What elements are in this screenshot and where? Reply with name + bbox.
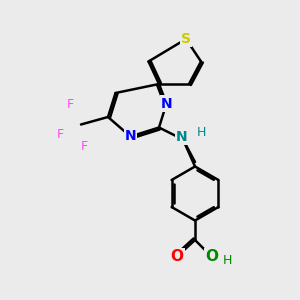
Text: N: N [161,97,172,110]
Text: S: S [181,32,191,46]
Text: O: O [205,249,218,264]
Text: O: O [170,249,184,264]
Text: H: H [222,254,232,268]
Text: F: F [80,140,88,154]
Text: N: N [125,130,136,143]
Text: F: F [56,128,64,142]
Text: F: F [67,98,74,112]
Text: H: H [197,125,206,139]
Text: N: N [176,130,187,144]
